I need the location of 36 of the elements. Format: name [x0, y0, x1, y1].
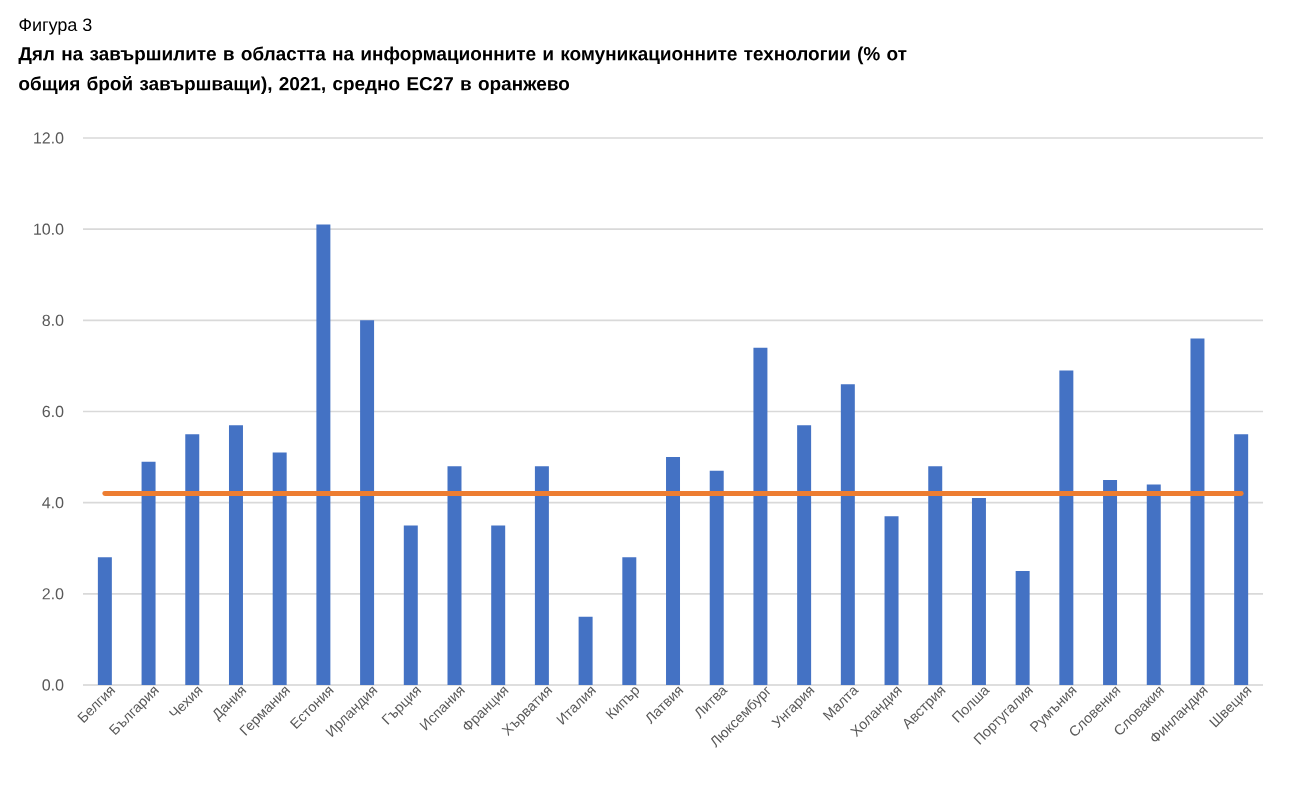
bar: [316, 224, 331, 685]
bar: [797, 425, 812, 685]
y-tick-label: 6.0: [42, 405, 64, 418]
bar: [971, 498, 986, 685]
bar: [272, 452, 287, 685]
bar: [1015, 571, 1030, 685]
bar: [666, 457, 681, 685]
bar: [447, 466, 462, 685]
bar: [928, 466, 943, 685]
bar: [884, 516, 899, 685]
bar: [753, 347, 768, 685]
y-tick-label: 2.0: [42, 588, 64, 600]
bar: [709, 470, 724, 685]
bar: [1190, 338, 1205, 685]
bar: [228, 425, 243, 685]
y-tick-label: 4.0: [42, 497, 64, 509]
bar: [360, 320, 375, 685]
bar: [1146, 484, 1161, 685]
bar: [840, 384, 855, 685]
y-tick-label: 12.0: [34, 132, 64, 144]
y-tick-label: 10.0: [34, 223, 64, 235]
bar: [1059, 370, 1074, 685]
bar: [1234, 434, 1249, 685]
bar: [622, 557, 637, 685]
y-tick-label: 0.0: [42, 679, 64, 691]
bar: [185, 434, 200, 685]
text: Фигура 3: [19, 18, 92, 35]
chart-title: Дял на завършилите в областта на информационните и комуникационните технологии (% от общия брой завършващи), 2021, средно ЕС27 в оранжево: [18, 46, 907, 95]
y-tick-label: 8.0: [42, 314, 64, 326]
bar: [141, 461, 156, 685]
bar: [1103, 479, 1118, 685]
bar: [97, 557, 112, 685]
bar: [578, 616, 593, 685]
bar: [491, 525, 506, 685]
bar: [403, 525, 418, 685]
bar: [534, 466, 549, 685]
